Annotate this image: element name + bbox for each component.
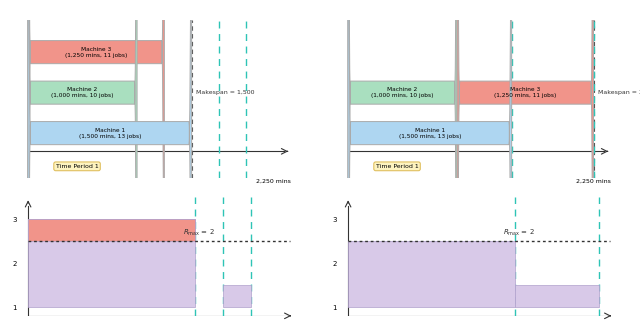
Text: Machine 3
(1,250 mins, 11 jobs): Machine 3 (1,250 mins, 11 jobs): [65, 47, 127, 58]
Bar: [28, 219, 195, 307]
Text: Makespan = 2,250: Makespan = 2,250: [598, 90, 640, 95]
Text: Machine 3
(1,250 mins, 11 jobs): Machine 3 (1,250 mins, 11 jobs): [494, 87, 557, 98]
Text: 2,250 mins: 2,250 mins: [256, 178, 291, 184]
FancyBboxPatch shape: [28, 0, 137, 329]
FancyBboxPatch shape: [348, 0, 511, 329]
Text: $R_{\mathrm{max}}$ = 2: $R_{\mathrm{max}}$ = 2: [184, 228, 215, 238]
Text: Machine 2
(1,000 mins, 10 jobs): Machine 2 (1,000 mins, 10 jobs): [371, 87, 434, 98]
Text: Time Period 1: Time Period 1: [56, 164, 99, 169]
Bar: [348, 241, 515, 307]
Text: Machine 2
(1,000 mins, 10 jobs): Machine 2 (1,000 mins, 10 jobs): [51, 87, 114, 98]
FancyBboxPatch shape: [28, 0, 191, 329]
Text: Machine 1
(1,500 mins, 13 jobs): Machine 1 (1,500 mins, 13 jobs): [399, 128, 461, 139]
Bar: [515, 285, 598, 307]
Text: Time Period 1: Time Period 1: [376, 164, 419, 169]
Text: 2,250 mins: 2,250 mins: [576, 178, 611, 184]
Text: $R_{\mathrm{max}}$ = 2: $R_{\mathrm{max}}$ = 2: [504, 228, 535, 238]
FancyBboxPatch shape: [28, 0, 164, 329]
Bar: [28, 219, 195, 241]
FancyBboxPatch shape: [348, 0, 457, 329]
FancyBboxPatch shape: [457, 0, 593, 329]
Text: Machine 1
(1,500 mins, 13 jobs): Machine 1 (1,500 mins, 13 jobs): [79, 128, 141, 139]
Bar: [223, 285, 251, 307]
Text: Makespan = 1,500: Makespan = 1,500: [196, 90, 255, 95]
